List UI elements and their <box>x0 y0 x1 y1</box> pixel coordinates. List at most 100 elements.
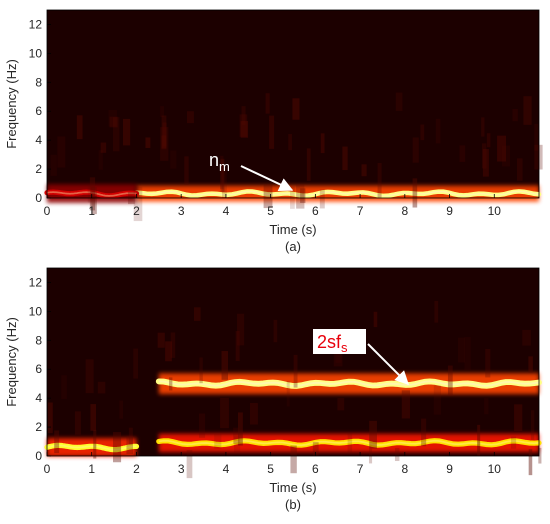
y-tick-label: 12 <box>29 275 43 289</box>
noise-streak <box>241 106 246 125</box>
x-tick-label: 5 <box>267 204 274 218</box>
x-tick-label: 7 <box>357 204 364 218</box>
noise-streak <box>312 442 319 457</box>
noise-streak <box>237 313 245 346</box>
noise-streak <box>528 356 533 373</box>
noise-streak <box>214 434 222 449</box>
noise-streak <box>54 430 60 454</box>
noise-streak <box>464 337 471 370</box>
yticks-b: 0 2 4 6 8 10 12 <box>29 275 51 463</box>
noise-streak <box>108 109 117 127</box>
x-tick-label: 7 <box>357 462 364 476</box>
band-center <box>158 380 540 387</box>
noise-a <box>50 92 543 222</box>
noise-streak <box>119 400 124 419</box>
noise-streak <box>482 149 489 177</box>
x-tick-label: 9 <box>446 204 453 218</box>
noise-streak <box>160 106 165 118</box>
frame-a <box>46 9 540 199</box>
noise-streak <box>395 92 403 111</box>
annotation-a-sub: m <box>219 159 230 174</box>
noise-streak <box>168 377 173 391</box>
y-tick-label: 10 <box>29 46 43 60</box>
noise-streak <box>50 154 57 176</box>
x-tick-label: 9 <box>446 462 453 476</box>
x-tick-label: 1 <box>88 204 95 218</box>
noise-streak <box>361 164 367 177</box>
noise-streak <box>337 398 345 411</box>
noise-streak <box>512 109 518 122</box>
yticks-a: 0 2 4 6 8 10 12 <box>29 17 51 205</box>
noise-streak <box>273 319 278 343</box>
subtitle-a: (a) <box>285 239 301 254</box>
y-tick-label: 0 <box>35 449 42 463</box>
noise-streak <box>160 127 169 161</box>
y-tick-label: 4 <box>35 391 42 405</box>
y-tick-label: 2 <box>35 162 42 176</box>
noise-streak <box>342 146 348 171</box>
noise-streak <box>265 93 270 114</box>
annotation-b-box <box>313 329 366 354</box>
noise-streak <box>528 449 533 476</box>
noise-streak <box>511 436 517 449</box>
annotation-b-text: 2sf <box>317 332 342 352</box>
noise-streak <box>319 189 325 209</box>
noise-streak <box>300 188 306 203</box>
plot-area-b <box>47 268 539 456</box>
noise-streak <box>486 133 491 148</box>
noise-streak <box>193 307 201 321</box>
noise-streak <box>263 184 273 209</box>
noise-streak <box>420 124 425 141</box>
noise-streak <box>162 122 167 147</box>
noise-streak <box>288 134 292 151</box>
x-tick-label: 0 <box>44 462 51 476</box>
noise-streak <box>112 117 120 152</box>
x-tick-label: 10 <box>488 204 502 218</box>
noise-streak <box>412 178 418 208</box>
noise-streak <box>157 332 165 348</box>
noise-streak <box>269 115 275 149</box>
band-center <box>158 439 540 447</box>
x-tick-label: 3 <box>178 462 185 476</box>
x-tick-label: 3 <box>178 204 185 218</box>
noise-streak <box>198 413 206 438</box>
ylabel-b: Frequency (Hz) <box>4 317 19 407</box>
noise-streak <box>90 404 97 431</box>
noise-streak <box>98 150 103 170</box>
noise-streak <box>435 118 441 144</box>
noise-streak <box>170 150 177 169</box>
noise-streak <box>113 432 122 463</box>
y-tick-label: 10 <box>29 304 43 318</box>
x-tick-label: 1 <box>88 462 95 476</box>
x-tick-label: 6 <box>312 204 319 218</box>
noise-streak <box>501 145 511 167</box>
noise-streak <box>523 96 532 125</box>
noise-streak <box>186 111 194 124</box>
subtitle-b: (b) <box>285 497 301 512</box>
noise-streak <box>240 121 249 138</box>
noise-streak <box>221 168 227 198</box>
band-center <box>46 444 137 451</box>
noise-streak <box>481 143 487 169</box>
noise-streak <box>233 427 239 444</box>
plot-area-a <box>47 10 539 198</box>
annotation-a: nm <box>209 150 294 191</box>
xticks-a: 0 1 2 3 4 5 6 7 8 9 10 <box>44 194 502 218</box>
noise-streak <box>433 385 442 415</box>
x-tick-label: 2 <box>133 462 140 476</box>
noise-streak <box>530 410 535 440</box>
noise-streak <box>74 411 81 435</box>
noise-streak <box>292 98 300 120</box>
noise-streak <box>126 435 133 454</box>
x-tick-label: 4 <box>223 204 230 218</box>
noise-streak <box>249 403 258 425</box>
xticks-b: 0 1 2 3 4 5 6 7 8 9 10 <box>44 452 501 476</box>
y-tick-label: 12 <box>29 17 43 31</box>
noise-streak <box>534 123 539 151</box>
noise-streak <box>184 156 189 185</box>
y-tick-label: 6 <box>35 104 42 118</box>
noise-streak <box>481 117 485 137</box>
band-center <box>136 190 540 197</box>
svg-text:2sfs: 2sfs <box>317 332 348 355</box>
y-tick-label: 8 <box>35 75 42 89</box>
